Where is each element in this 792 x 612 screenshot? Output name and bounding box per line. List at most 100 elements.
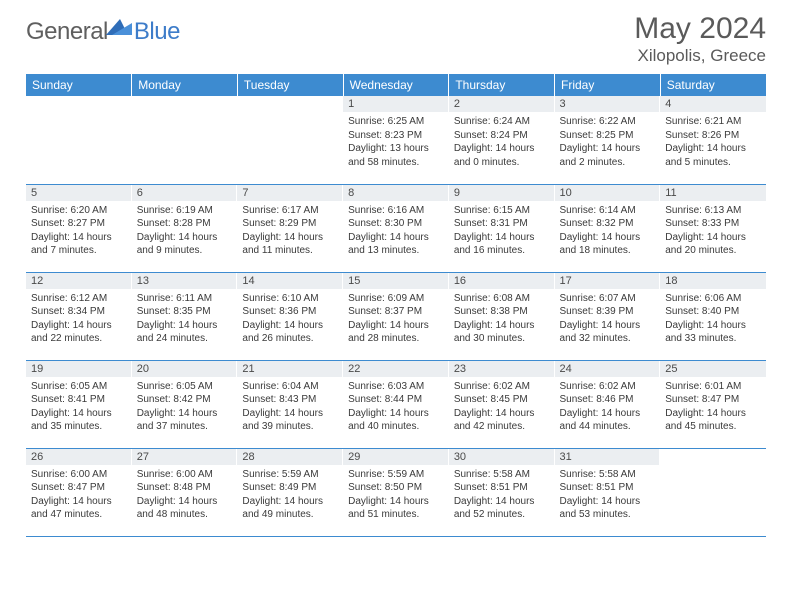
day-detail-line: Sunrise: 6:19 AM xyxy=(137,204,233,218)
calendar-day-cell: 25Sunrise: 6:01 AMSunset: 8:47 PMDayligh… xyxy=(660,360,766,448)
day-detail-line: Sunrise: 6:24 AM xyxy=(454,115,550,129)
calendar-day-cell: 27Sunrise: 6:00 AMSunset: 8:48 PMDayligh… xyxy=(132,448,238,536)
day-detail-line: Sunset: 8:29 PM xyxy=(242,217,338,231)
weekday-header: Thursday xyxy=(449,74,555,96)
calendar-day-cell: 21Sunrise: 6:04 AMSunset: 8:43 PMDayligh… xyxy=(237,360,343,448)
day-number: 2 xyxy=(449,96,555,112)
calendar-day-cell: 8Sunrise: 6:16 AMSunset: 8:30 PMDaylight… xyxy=(343,184,449,272)
day-detail-line: and 0 minutes. xyxy=(454,156,550,170)
day-detail-line: Sunrise: 6:00 AM xyxy=(137,468,233,482)
day-details: Sunrise: 6:06 AMSunset: 8:40 PMDaylight:… xyxy=(660,289,766,348)
day-detail-line: and 7 minutes. xyxy=(31,244,127,258)
calendar-week-row: 26Sunrise: 6:00 AMSunset: 8:47 PMDayligh… xyxy=(26,448,766,536)
calendar-day-cell: . xyxy=(132,96,238,184)
calendar-day-cell: 13Sunrise: 6:11 AMSunset: 8:35 PMDayligh… xyxy=(132,272,238,360)
day-detail-line: and 45 minutes. xyxy=(665,420,761,434)
day-detail-line: Sunrise: 6:21 AM xyxy=(665,115,761,129)
day-details: Sunrise: 6:15 AMSunset: 8:31 PMDaylight:… xyxy=(449,201,555,260)
day-detail-line: Sunset: 8:41 PM xyxy=(31,393,127,407)
day-detail-line: and 33 minutes. xyxy=(665,332,761,346)
logo-text-2: Blue xyxy=(134,18,180,46)
day-details: Sunrise: 6:17 AMSunset: 8:29 PMDaylight:… xyxy=(237,201,343,260)
day-detail-line: Sunset: 8:40 PM xyxy=(665,305,761,319)
calendar-week-row: 5Sunrise: 6:20 AMSunset: 8:27 PMDaylight… xyxy=(26,184,766,272)
location: Xilopolis, Greece xyxy=(634,46,766,66)
day-detail-line: Sunrise: 6:12 AM xyxy=(31,292,127,306)
day-detail-line: Sunset: 8:46 PM xyxy=(560,393,656,407)
calendar-day-cell: 16Sunrise: 6:08 AMSunset: 8:38 PMDayligh… xyxy=(449,272,555,360)
day-number: 16 xyxy=(449,273,555,289)
day-detail-line: Daylight: 14 hours xyxy=(31,407,127,421)
day-number: 24 xyxy=(555,361,661,377)
logo: General Blue xyxy=(26,12,180,46)
calendar-day-cell: 12Sunrise: 6:12 AMSunset: 8:34 PMDayligh… xyxy=(26,272,132,360)
weekday-header: Sunday xyxy=(26,74,132,96)
day-detail-line: Daylight: 14 hours xyxy=(454,495,550,509)
calendar-day-cell: 26Sunrise: 6:00 AMSunset: 8:47 PMDayligh… xyxy=(26,448,132,536)
day-detail-line: and 24 minutes. xyxy=(137,332,233,346)
day-detail-line: and 20 minutes. xyxy=(665,244,761,258)
day-detail-line: Daylight: 14 hours xyxy=(560,407,656,421)
calendar-day-cell: 29Sunrise: 5:59 AMSunset: 8:50 PMDayligh… xyxy=(343,448,449,536)
day-detail-line: and 48 minutes. xyxy=(137,508,233,522)
day-number: 9 xyxy=(449,185,555,201)
day-number: 30 xyxy=(449,449,555,465)
day-details: Sunrise: 6:22 AMSunset: 8:25 PMDaylight:… xyxy=(555,112,661,171)
day-details: Sunrise: 6:08 AMSunset: 8:38 PMDaylight:… xyxy=(449,289,555,348)
day-detail-line: Sunrise: 6:07 AM xyxy=(560,292,656,306)
day-detail-line: Daylight: 14 hours xyxy=(242,407,338,421)
day-detail-line: Sunrise: 6:14 AM xyxy=(560,204,656,218)
calendar-day-cell: 19Sunrise: 6:05 AMSunset: 8:41 PMDayligh… xyxy=(26,360,132,448)
day-number: 13 xyxy=(132,273,238,289)
day-detail-line: Sunrise: 6:20 AM xyxy=(31,204,127,218)
day-details: Sunrise: 5:59 AMSunset: 8:49 PMDaylight:… xyxy=(237,465,343,524)
day-detail-line: Daylight: 14 hours xyxy=(348,495,444,509)
day-detail-line: Sunset: 8:33 PM xyxy=(665,217,761,231)
day-detail-line: Daylight: 14 hours xyxy=(560,142,656,156)
calendar-day-cell: 11Sunrise: 6:13 AMSunset: 8:33 PMDayligh… xyxy=(660,184,766,272)
day-detail-line: and 52 minutes. xyxy=(454,508,550,522)
day-detail-line: Sunset: 8:44 PM xyxy=(348,393,444,407)
day-details: Sunrise: 6:12 AMSunset: 8:34 PMDaylight:… xyxy=(26,289,132,348)
day-number: 8 xyxy=(343,185,449,201)
day-number: 26 xyxy=(26,449,132,465)
day-detail-line: and 39 minutes. xyxy=(242,420,338,434)
day-details: Sunrise: 5:59 AMSunset: 8:50 PMDaylight:… xyxy=(343,465,449,524)
day-detail-line: and 58 minutes. xyxy=(348,156,444,170)
calendar-day-cell: 22Sunrise: 6:03 AMSunset: 8:44 PMDayligh… xyxy=(343,360,449,448)
day-detail-line: Daylight: 14 hours xyxy=(242,495,338,509)
day-details: Sunrise: 6:14 AMSunset: 8:32 PMDaylight:… xyxy=(555,201,661,260)
day-detail-line: Daylight: 14 hours xyxy=(31,231,127,245)
day-detail-line: and 30 minutes. xyxy=(454,332,550,346)
day-detail-line: and 53 minutes. xyxy=(560,508,656,522)
day-details: Sunrise: 6:11 AMSunset: 8:35 PMDaylight:… xyxy=(132,289,238,348)
day-detail-line: Daylight: 14 hours xyxy=(665,407,761,421)
day-detail-line: Daylight: 14 hours xyxy=(348,407,444,421)
calendar-day-cell: 7Sunrise: 6:17 AMSunset: 8:29 PMDaylight… xyxy=(237,184,343,272)
day-number: 23 xyxy=(449,361,555,377)
day-detail-line: Sunset: 8:51 PM xyxy=(454,481,550,495)
day-detail-line: and 18 minutes. xyxy=(560,244,656,258)
calendar-day-cell: . xyxy=(660,448,766,536)
day-detail-line: Sunset: 8:50 PM xyxy=(348,481,444,495)
page-title: May 2024 xyxy=(634,12,766,46)
calendar-week-row: ...1Sunrise: 6:25 AMSunset: 8:23 PMDayli… xyxy=(26,96,766,184)
day-detail-line: Sunrise: 6:02 AM xyxy=(454,380,550,394)
day-detail-line: and 37 minutes. xyxy=(137,420,233,434)
day-details: Sunrise: 5:58 AMSunset: 8:51 PMDaylight:… xyxy=(449,465,555,524)
header: General Blue May 2024 Xilopolis, Greece xyxy=(26,12,766,66)
day-detail-line: Sunset: 8:28 PM xyxy=(137,217,233,231)
day-detail-line: and 51 minutes. xyxy=(348,508,444,522)
day-detail-line: Sunrise: 6:10 AM xyxy=(242,292,338,306)
day-detail-line: Daylight: 14 hours xyxy=(665,142,761,156)
day-detail-line: Daylight: 14 hours xyxy=(31,319,127,333)
day-detail-line: Daylight: 13 hours xyxy=(348,142,444,156)
day-detail-line: Daylight: 14 hours xyxy=(31,495,127,509)
weekday-header: Monday xyxy=(132,74,238,96)
calendar-day-cell: 9Sunrise: 6:15 AMSunset: 8:31 PMDaylight… xyxy=(449,184,555,272)
day-details: Sunrise: 6:00 AMSunset: 8:48 PMDaylight:… xyxy=(132,465,238,524)
day-detail-line: Sunset: 8:31 PM xyxy=(454,217,550,231)
day-detail-line: Sunrise: 6:05 AM xyxy=(31,380,127,394)
calendar-day-cell: 6Sunrise: 6:19 AMSunset: 8:28 PMDaylight… xyxy=(132,184,238,272)
calendar-day-cell: 28Sunrise: 5:59 AMSunset: 8:49 PMDayligh… xyxy=(237,448,343,536)
